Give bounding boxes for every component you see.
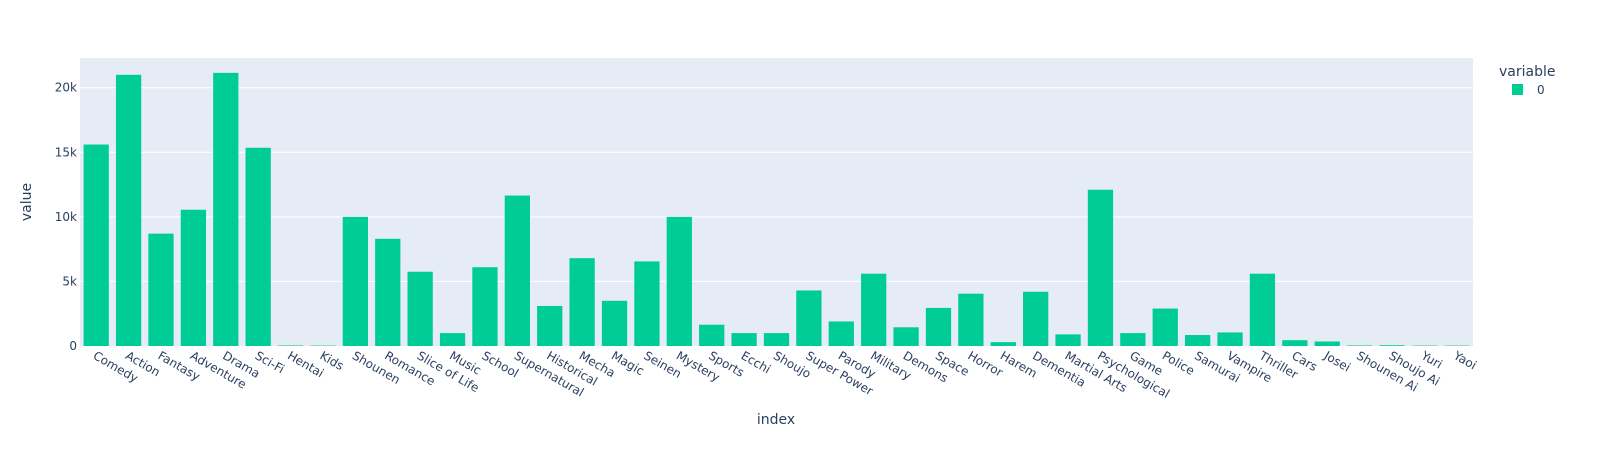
bar-seinen[interactable] (634, 261, 660, 346)
bar-sports[interactable] (699, 324, 725, 346)
bar-mystery[interactable] (666, 216, 692, 346)
y-tick-label: 0 (69, 339, 77, 353)
x-axis-title: index (757, 412, 795, 428)
x-tick-label: Horror (965, 348, 1005, 379)
bar-historical[interactable] (537, 305, 563, 346)
bar-ecchi[interactable] (731, 333, 757, 346)
bar-drama[interactable] (213, 72, 239, 346)
bar-music[interactable] (439, 333, 466, 346)
legend-title: variable (1499, 64, 1555, 80)
x-tick-label: Police (1160, 348, 1197, 378)
bar-magic[interactable] (601, 300, 628, 346)
bar-shoujo-ai[interactable] (1379, 345, 1405, 346)
bar-shoujo[interactable] (763, 333, 790, 346)
bar-josei[interactable] (1314, 341, 1340, 346)
bar-parody[interactable] (828, 321, 854, 346)
bar-fantasy[interactable] (148, 233, 174, 346)
x-tick-label: Yaoi (1450, 348, 1478, 372)
y-tick-label: 20k (55, 81, 77, 95)
y-axis-title: value (19, 183, 35, 221)
bar-cars[interactable] (1282, 340, 1308, 346)
legend-swatch (1512, 84, 1523, 95)
bar-horror[interactable] (958, 293, 984, 346)
x-tick-labels: ComedyActionFantasyAdventureDramaSci-FiH… (91, 348, 1479, 401)
bar-dementia[interactable] (1023, 291, 1049, 346)
x-tick-label: Hentai (285, 348, 326, 380)
y-tick-labels: 0 5k 10k 15k 20k (55, 81, 77, 353)
bar-samurai[interactable] (1185, 335, 1211, 346)
y-tick-label: 5k (62, 274, 77, 288)
bar-shounen[interactable] (342, 216, 368, 346)
y-tick-label: 15k (55, 145, 77, 159)
bar-hentai[interactable] (277, 345, 304, 346)
bar-space[interactable] (925, 307, 952, 346)
bar-mecha[interactable] (569, 258, 595, 346)
bar-school[interactable] (472, 267, 498, 346)
bar-vampire[interactable] (1217, 332, 1243, 346)
bar-shounen-ai[interactable] (1346, 345, 1373, 346)
bars (83, 72, 1470, 346)
bar-game[interactable] (1120, 333, 1146, 346)
x-tick-label: Josei (1321, 348, 1353, 375)
bar-action[interactable] (115, 74, 142, 346)
bar-martial-arts[interactable] (1055, 334, 1081, 346)
bar-sci-fi[interactable] (245, 147, 271, 346)
bar-comedy[interactable] (83, 144, 109, 346)
legend-item-0-label: 0 (1537, 83, 1545, 97)
bar-thriller[interactable] (1249, 273, 1276, 346)
bar-adventure[interactable] (180, 209, 207, 346)
bar-romance[interactable] (375, 238, 401, 346)
bar-supernatural[interactable] (504, 195, 530, 346)
bar-super-power[interactable] (796, 290, 822, 346)
bar-slice-of-life[interactable] (407, 271, 433, 346)
y-tick-label: 10k (55, 210, 77, 224)
bar-military[interactable] (861, 273, 887, 346)
bar-demons[interactable] (893, 327, 919, 346)
x-tick-label: School (479, 348, 521, 380)
bar-police[interactable] (1152, 308, 1178, 346)
plot-area (80, 58, 1473, 346)
x-tick-label: Magic (609, 348, 647, 378)
legend[interactable]: variable 0 (1499, 64, 1555, 97)
bar-psychological[interactable] (1087, 189, 1114, 346)
grid-lines (80, 87, 1473, 282)
bar-harem[interactable] (990, 342, 1016, 346)
